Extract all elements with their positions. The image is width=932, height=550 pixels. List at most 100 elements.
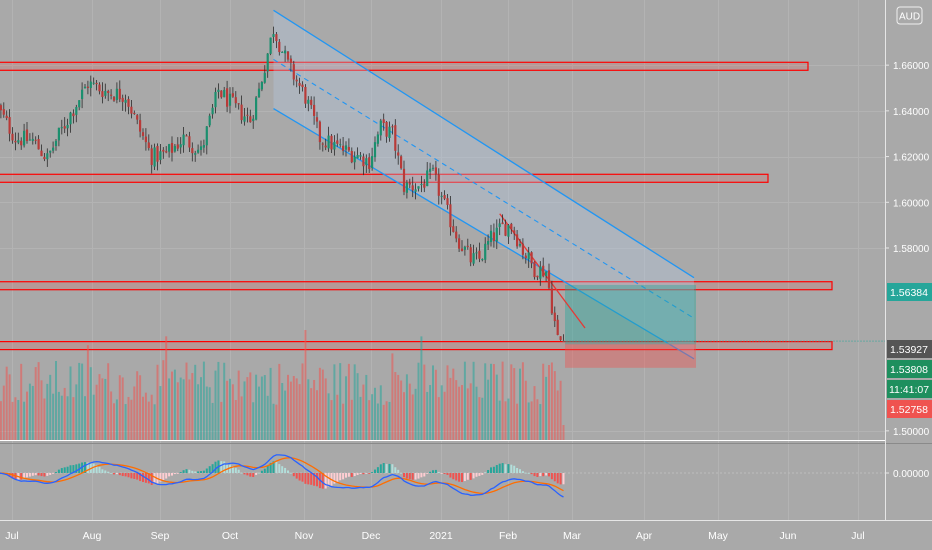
volume-bar [147,401,150,440]
candle-body [553,312,556,322]
candle [266,53,269,78]
macd-scale[interactable]: 0.00000 [885,469,930,480]
volume-bar [110,391,113,440]
time-tick-label: Apr [636,530,653,542]
candle-body [501,222,504,225]
volume-bar [144,392,147,440]
price-panel[interactable] [0,9,885,440]
candle-body [185,135,188,137]
volume-bar [84,396,86,440]
candle [40,144,43,157]
macd-histogram-bar [443,473,446,474]
macd-histogram-bar [284,467,287,473]
volume-bar [513,368,516,440]
candle [472,244,475,266]
candle-body [127,99,130,107]
volume-bar [11,401,14,440]
candle-body [405,182,408,193]
candle-body [446,198,449,205]
volume-bar [237,370,240,440]
position-stop-zone [565,343,696,368]
candle [507,224,510,244]
candle-body [455,231,458,239]
candle [205,125,208,155]
candle [107,89,110,102]
candle [46,148,49,167]
candle-body [315,117,319,122]
macd-histogram-bar [550,473,553,480]
macd-histogram-bar [214,461,217,473]
macd-histogram-bar [397,469,400,473]
candle [556,314,559,336]
macd-histogram-bar [127,473,130,478]
candle [518,239,522,248]
candle-body [524,255,527,259]
macd-histogram-bar [229,464,231,473]
candle-body [25,129,29,141]
candle-body [249,116,252,123]
candle [385,121,388,143]
volume-bar [434,369,437,440]
macd-histogram-bar [403,473,405,478]
macd-histogram-bar [423,473,426,477]
candle [550,280,553,316]
volume-bar [533,386,536,440]
candle-body [11,133,14,141]
volume-bar [101,378,104,440]
svg-text:1.52758: 1.52758 [890,404,928,416]
candle [5,110,8,121]
macd-histogram-bar [492,466,495,473]
candle-body [162,149,165,152]
grid-lines [0,0,885,520]
candle [455,226,458,243]
candle [240,95,243,124]
candle [397,144,400,165]
candle [159,144,162,165]
candle-body [214,91,217,108]
macd-histogram-bar [115,473,118,475]
macd-histogram-bar [133,473,136,479]
candle [481,258,484,262]
candle-body [92,82,95,84]
candle [484,237,487,264]
price-scale[interactable]: 1.66000 1.64000 1.62000 1.60000 1.58000 1.500… [885,61,930,438]
time-axis[interactable]: Jul Aug Sep Oct Nov Dec 2021 Feb Mar Apr May Jun Jul [5,530,864,542]
candle [559,336,562,341]
candle-body [356,155,359,159]
volume-bar [118,375,121,440]
candle [478,242,481,263]
candle [81,82,84,109]
candle [243,107,246,126]
candle [246,107,249,123]
candle-body [182,134,185,146]
volume-bar [75,384,78,440]
svg-text:11:41:07: 11:41:07 [889,384,929,396]
currency-badge[interactable]: AUD [896,6,923,25]
volume-bar [260,376,263,440]
macd-histogram-bar [124,473,127,477]
candle [295,75,298,88]
candle [136,113,139,125]
macd-histogram-bar [556,473,559,484]
macd-histogram-bar [159,473,162,482]
candle [443,190,446,201]
svg-text:1.53808: 1.53808 [890,364,928,376]
macd-histogram-bar [461,473,463,483]
macd-histogram-bar [553,473,556,482]
candle-body [423,183,426,188]
volume-bar [394,372,397,440]
volume-bar [388,401,391,440]
macd-panel[interactable] [0,454,885,498]
volume-bar [475,386,478,440]
candle [440,191,443,205]
macd-histogram-bar [8,473,11,477]
macd-histogram-bar [110,472,113,474]
candle-body [426,170,429,187]
macd-histogram-bar [472,473,475,479]
time-tick-label: Dec [362,530,381,542]
candle-body [301,84,304,88]
volume-bar [211,402,214,440]
volume-bar [269,367,272,440]
volume-bar [150,394,153,440]
